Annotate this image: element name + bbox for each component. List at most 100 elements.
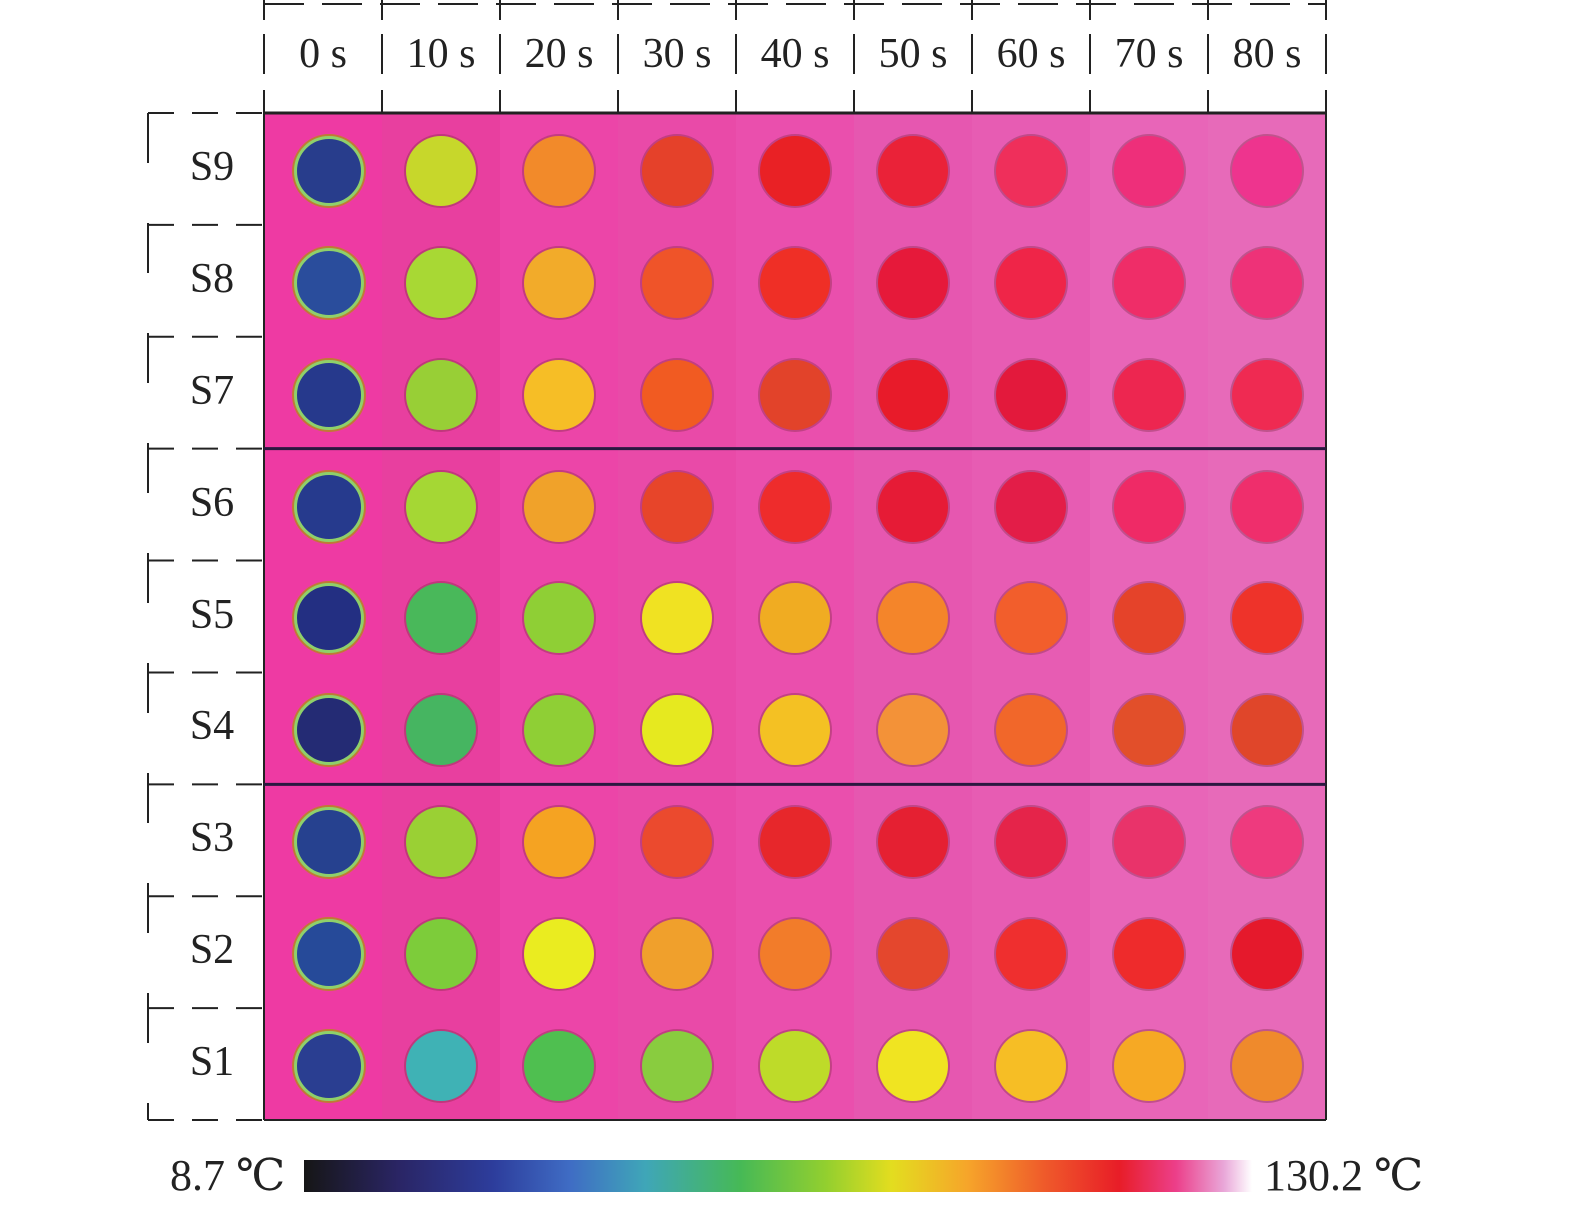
- sample-disc: [1114, 807, 1184, 878]
- thermal-cell: [382, 784, 500, 897]
- sample-disc: [878, 695, 948, 766]
- sample-disc: [1114, 247, 1184, 318]
- sample-disc: [1232, 135, 1302, 206]
- sample-disc: [1232, 807, 1302, 878]
- time-label: 60 s: [996, 31, 1066, 77]
- sample-disc: [294, 471, 364, 542]
- thermal-cell: [1208, 560, 1326, 673]
- sample-label: S3: [189, 815, 235, 862]
- sample-disc: [996, 359, 1066, 430]
- thermal-cell: [972, 896, 1090, 1009]
- time-label: 20 s: [524, 31, 594, 77]
- time-label: 70 s: [1114, 31, 1184, 77]
- sample-disc: [406, 247, 476, 318]
- temperature-colorbar: [304, 1160, 1252, 1192]
- sample-disc: [878, 471, 948, 542]
- thermal-cell: [1090, 448, 1208, 561]
- sample-disc: [642, 1031, 712, 1102]
- thermal-cell: [500, 1008, 618, 1120]
- sample-disc: [1114, 471, 1184, 542]
- sample-disc: [1114, 1031, 1184, 1102]
- thermal-cell: [382, 1008, 500, 1120]
- sample-disc: [878, 583, 948, 654]
- thermal-cell: [736, 336, 854, 449]
- thermal-cell: [854, 1008, 972, 1120]
- thermal-cell: [736, 113, 854, 225]
- sample-disc: [760, 247, 830, 318]
- thermal-cell: [382, 896, 500, 1009]
- thermal-cell: [618, 113, 736, 225]
- thermal-cell: [500, 336, 618, 449]
- sample-disc: [642, 471, 712, 542]
- thermal-cell: [500, 560, 618, 673]
- thermal-image-grid: [264, 113, 1326, 1120]
- thermal-cell: [1090, 560, 1208, 673]
- sample-disc: [524, 807, 594, 878]
- thermal-cell: [1208, 1008, 1326, 1120]
- sample-disc: [1232, 247, 1302, 318]
- thermal-cell: [972, 448, 1090, 561]
- sample-disc: [406, 583, 476, 654]
- sample-label: S1: [189, 1039, 235, 1086]
- sample-disc: [1232, 583, 1302, 654]
- thermal-cell: [736, 560, 854, 673]
- sample-label: S2: [189, 927, 235, 974]
- sample-disc: [1114, 359, 1184, 430]
- thermal-cell: [1090, 224, 1208, 337]
- time-label: 0 s: [299, 31, 347, 77]
- thermal-cell: [618, 784, 736, 897]
- thermal-cell: [1208, 672, 1326, 785]
- sample-disc: [642, 695, 712, 766]
- thermal-cell: [264, 560, 382, 673]
- sample-disc: [524, 583, 594, 654]
- sample-disc: [524, 135, 594, 206]
- sample-disc: [1232, 359, 1302, 430]
- thermal-cell: [1208, 224, 1326, 337]
- sample-disc: [642, 807, 712, 878]
- sample-label: S8: [189, 255, 235, 302]
- thermal-cell: [1208, 448, 1326, 561]
- sample-disc: [294, 919, 364, 990]
- sample-disc: [524, 471, 594, 542]
- sample-disc: [642, 135, 712, 206]
- thermal-cell: [264, 1008, 382, 1120]
- sample-disc: [406, 919, 476, 990]
- sample-disc: [642, 247, 712, 318]
- sample-disc: [642, 919, 712, 990]
- sample-disc: [878, 807, 948, 878]
- sample-disc: [996, 919, 1066, 990]
- sample-disc: [642, 583, 712, 654]
- thermal-cell: [972, 336, 1090, 449]
- thermal-cell: [736, 1008, 854, 1120]
- sample-disc: [294, 695, 364, 766]
- sample-disc: [760, 807, 830, 878]
- sample-disc: [406, 1031, 476, 1102]
- sample-disc: [996, 135, 1066, 206]
- thermal-cell: [854, 336, 972, 449]
- thermal-cell: [1208, 336, 1326, 449]
- sample-label: S5: [189, 591, 235, 638]
- sample-disc: [294, 583, 364, 654]
- thermal-cell: [264, 336, 382, 449]
- sample-disc: [760, 583, 830, 654]
- sample-disc: [760, 1031, 830, 1102]
- sample-disc: [760, 919, 830, 990]
- thermal-cell: [618, 448, 736, 561]
- thermal-cell: [972, 560, 1090, 673]
- thermal-cell: [264, 448, 382, 561]
- colorbar-min-label: 8.7 ℃: [170, 1151, 286, 1200]
- thermal-cell: [618, 896, 736, 1009]
- sample-label: S7: [189, 367, 235, 414]
- sample-disc: [1114, 919, 1184, 990]
- sample-disc: [996, 1031, 1066, 1102]
- sample-disc: [996, 807, 1066, 878]
- thermal-cell: [736, 448, 854, 561]
- sample-disc: [996, 583, 1066, 654]
- time-label: 10 s: [406, 31, 476, 77]
- time-label: 80 s: [1232, 31, 1302, 77]
- thermal-cell: [382, 336, 500, 449]
- sample-disc: [1232, 919, 1302, 990]
- sample-disc: [1114, 695, 1184, 766]
- thermal-cell: [1090, 672, 1208, 785]
- thermal-cell: [1090, 784, 1208, 897]
